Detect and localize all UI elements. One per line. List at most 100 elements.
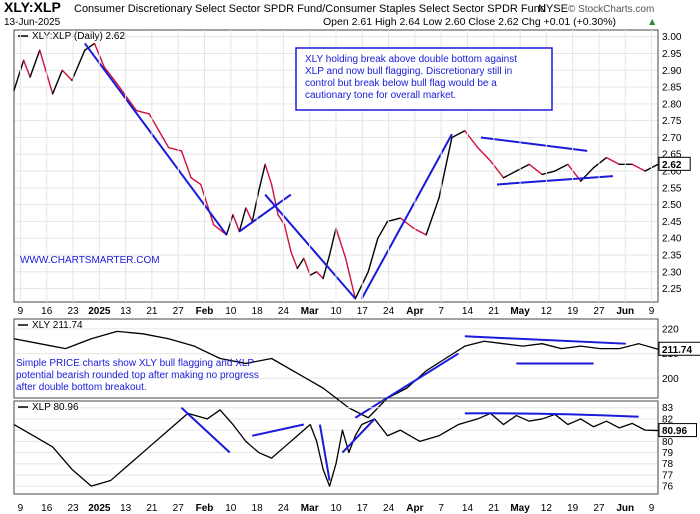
x-tick-label: Feb [196, 503, 214, 514]
price-segment [412, 227, 427, 236]
x-tick-label: Jun [616, 503, 634, 514]
price-segment [631, 163, 646, 172]
x-tick-label: 24 [383, 503, 395, 514]
x-tick-label: 21 [146, 306, 158, 317]
x-tick-label: 10 [225, 306, 237, 317]
price-segment [344, 257, 357, 300]
legend-label: XLY 211.74 [32, 320, 83, 331]
price-segment [258, 163, 266, 192]
price-segment [116, 83, 128, 98]
x-tick-label: 18 [252, 503, 264, 514]
price-segment [232, 213, 241, 233]
last-value-box [658, 423, 697, 438]
trend-line [464, 335, 626, 345]
x-tick-label: 10 [330, 306, 342, 317]
trend-line [252, 423, 305, 437]
x-tick-label: Apr [406, 306, 423, 317]
x-tick-label: Feb [196, 306, 214, 317]
price-segment [386, 217, 402, 223]
x-tick-label: 24 [278, 306, 290, 317]
y-tick-label: 2.70 [662, 133, 682, 144]
xly-annotation-line: Simple PRICE charts show XLY bull flaggi… [16, 358, 254, 369]
x-tick-label: May [510, 503, 530, 514]
price-segment [135, 109, 150, 115]
last-value-box [658, 156, 691, 171]
x-tick-label: 27 [173, 503, 185, 514]
price-segment [200, 183, 215, 226]
xly-annotation-line: potential bearish rounded top after maki… [16, 370, 259, 381]
y-tick-label: 2.30 [662, 267, 682, 278]
y-tick-label: 78 [662, 459, 674, 470]
price-segment [303, 257, 311, 276]
price-segment [528, 163, 543, 176]
price-segment [515, 163, 530, 172]
y-tick-label: 2.80 [662, 99, 682, 110]
x-tick-label: 2025 [88, 306, 111, 317]
watermark-text: WWW.CHARTSMARTER.COM [20, 255, 160, 266]
x-tick-label: 7 [438, 503, 444, 514]
price-segment [71, 49, 86, 82]
y-tick-label: 2.40 [662, 234, 682, 245]
price-segment [103, 66, 118, 85]
price-line [13, 409, 659, 487]
price-segment [489, 160, 505, 179]
price-segment [328, 227, 337, 256]
price-segment [592, 156, 608, 169]
price-segment [309, 271, 318, 276]
x-tick-label: 18 [252, 306, 264, 317]
x-tick-label: Mar [301, 503, 319, 514]
price-segment [541, 170, 556, 176]
x-tick-label: 16 [41, 503, 53, 514]
price-segment [180, 150, 192, 179]
header-exchange: NYSE [538, 3, 568, 15]
price-segment [296, 257, 305, 270]
price-segment [367, 237, 379, 273]
trend-line [354, 352, 459, 419]
price-segment [399, 217, 414, 229]
y-tick-label: 2.90 [662, 66, 682, 77]
x-tick-label: 9 [649, 503, 655, 514]
last-value-label: 211.74 [662, 345, 692, 356]
annotation-line: XLP and now bull flagging. Discretionary… [305, 66, 512, 77]
price-segment [22, 59, 31, 78]
header-brand[interactable]: © StockCharts.com [568, 4, 654, 15]
y-tick-label: 2.35 [662, 250, 682, 261]
x-tick-label: 21 [146, 503, 158, 514]
last-value-label: 2.62 [662, 160, 682, 171]
price-segment [264, 163, 273, 186]
price-segment [251, 190, 260, 223]
y-tick-label: 82 [662, 414, 674, 425]
price-segment [322, 254, 331, 280]
x-tick-label: 27 [173, 306, 185, 317]
x-tick-label: 13 [120, 306, 132, 317]
y-tick-label: 2.75 [662, 116, 682, 127]
x-tick-label: 9 [18, 503, 24, 514]
x-tick-label: Mar [301, 306, 319, 317]
x-tick-label: 14 [462, 306, 474, 317]
y-tick-label: 80 [662, 437, 674, 448]
price-segment [605, 156, 621, 166]
price-segment [476, 146, 492, 162]
y-tick-label: 2.95 [662, 49, 682, 60]
annotation-line: cautionary tone for overall market. [305, 90, 456, 101]
y-tick-label: 2.45 [662, 217, 682, 228]
price-segment [13, 59, 25, 92]
price-segment [354, 271, 369, 300]
trend-line [264, 193, 357, 300]
x-tick-label: 10 [330, 503, 342, 514]
x-tick-label: 23 [67, 503, 79, 514]
trend-line [84, 42, 228, 236]
legend-label: XLY:XLP (Daily) 2.62 [32, 31, 125, 42]
x-tick-label: 24 [278, 503, 290, 514]
price-segment [61, 69, 73, 82]
x-tick-label: 27 [593, 503, 605, 514]
price-segment [51, 69, 63, 95]
x-tick-label: 7 [438, 306, 444, 317]
x-tick-label: 10 [225, 503, 237, 514]
price-segment [283, 224, 292, 253]
x-tick-label: 17 [357, 306, 369, 317]
y-tick-label: 77 [662, 470, 674, 481]
